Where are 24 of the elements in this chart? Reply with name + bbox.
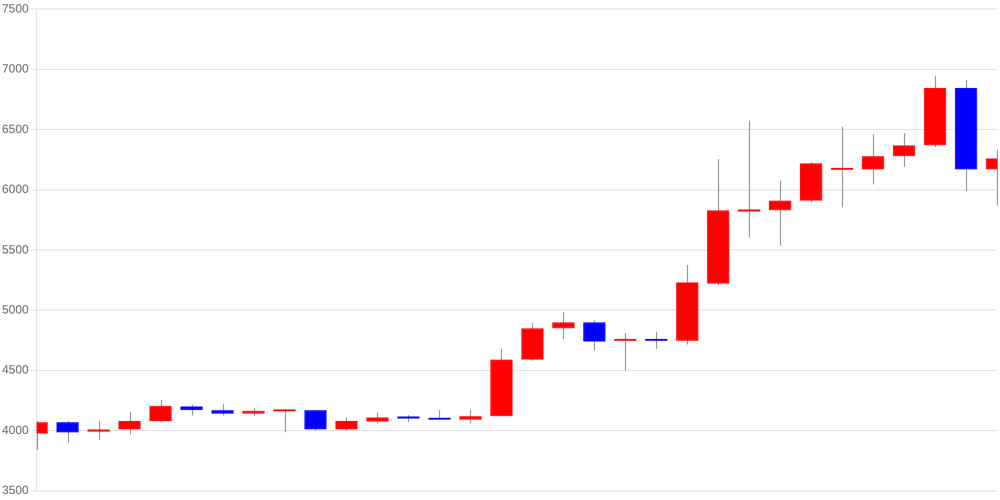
- candlestick: [583, 320, 606, 352]
- y-tick-label: 5000: [2, 302, 30, 317]
- candlestick: [552, 312, 574, 340]
- candlestick: [304, 410, 327, 432]
- candlestick: [56, 420, 79, 444]
- candlestick: [862, 134, 884, 185]
- candlestick: [892, 132, 916, 168]
- candlestick: [459, 409, 482, 424]
- candlestick: [88, 420, 110, 441]
- candlestick: [211, 404, 234, 416]
- y-tick-label: 5500: [2, 242, 30, 256]
- y-tick-label: 3500: [2, 483, 30, 498]
- candlestick: [335, 416, 358, 432]
- candlestick: [149, 399, 172, 423]
- y-tick-label: 7000: [2, 62, 30, 76]
- candlestick: [180, 404, 203, 416]
- y-tick-label: 6000: [2, 182, 30, 196]
- y-tick-label: 7500: [2, 2, 30, 16]
- candlestick: [769, 180, 792, 246]
- y-tick-label: 4500: [2, 362, 30, 377]
- candlestick: [118, 411, 141, 435]
- y-tick-label: 4000: [2, 422, 30, 437]
- candlestick: [738, 120, 760, 238]
- y-tick-label: 6500: [2, 122, 30, 136]
